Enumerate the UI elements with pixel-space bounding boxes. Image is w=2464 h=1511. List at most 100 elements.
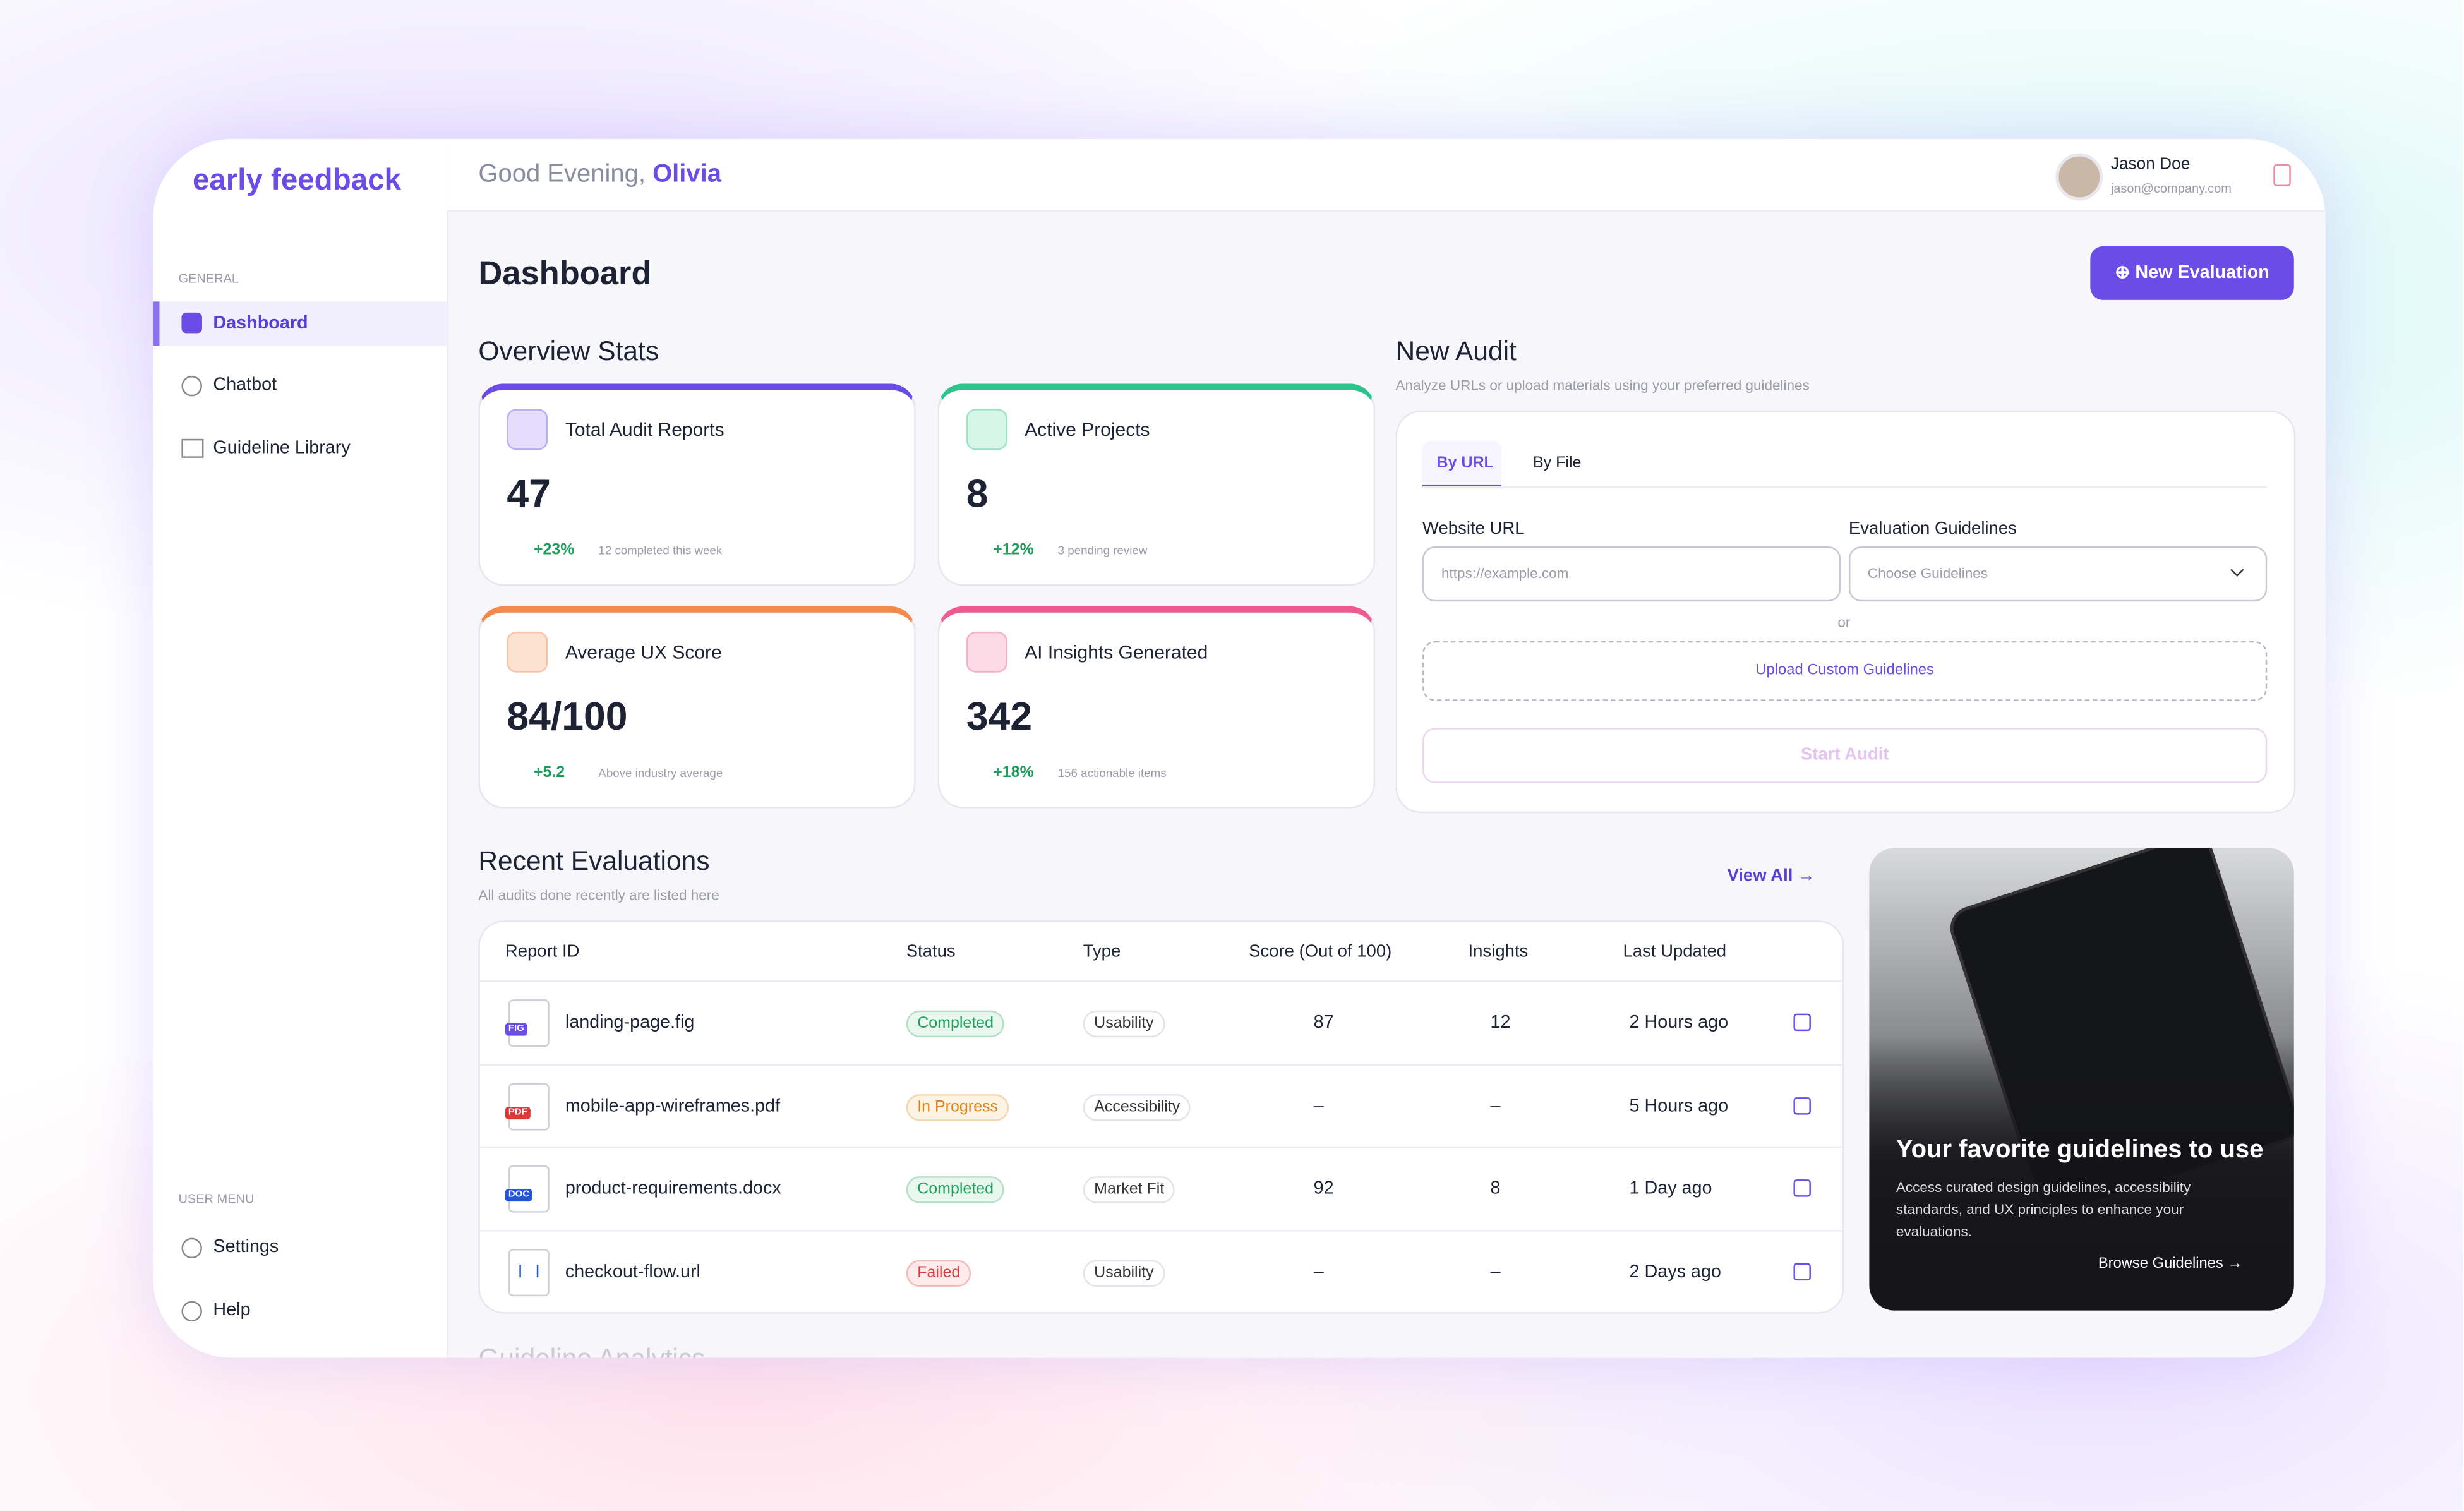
stat-icon [966, 631, 1007, 673]
button-label: New Evaluation [2135, 263, 2269, 283]
user-first-name: Olivia [652, 160, 721, 188]
column-header: Last Updated [1623, 942, 1727, 962]
promo-link[interactable]: Browse Guidelines → [2098, 1255, 2243, 1273]
upload-button[interactable]: Upload Custom Guidelines [1422, 641, 2268, 701]
start-audit-button[interactable]: Start Audit [1422, 728, 2268, 783]
avatar[interactable] [2055, 153, 2103, 201]
tab[interactable]: By URL [1436, 454, 1494, 473]
type-badge: Accessibility [1083, 1093, 1191, 1121]
column-header: Type [1083, 942, 1121, 962]
column-header: Status [906, 942, 956, 962]
field-label: Website URL [1422, 519, 1525, 539]
report-id: product-requirements.docx [565, 1179, 781, 1199]
last-updated: 5 Hours ago [1629, 1096, 1729, 1116]
placeholder: Choose Guidelines [1867, 565, 1988, 581]
open-icon[interactable] [1793, 1262, 1811, 1280]
stat-card: AI Insights Generated 342 +18% 156 actionab… [937, 606, 1376, 809]
table-row[interactable]: DOC product-requirements.docx Completed Mar… [479, 1146, 1842, 1230]
nav-item[interactable]: Chatbot [213, 375, 277, 395]
evaluations-table: Report ID Status Type Score (Out of 100) Ins… [478, 920, 1844, 1314]
column-header: Report ID [505, 942, 580, 962]
insights: 12 [1490, 1013, 1511, 1033]
nav-icon [181, 438, 204, 458]
stat-icon [966, 409, 1007, 450]
nav-icon [181, 1237, 202, 1259]
stat-change: +5.2 [533, 764, 565, 782]
stat-card: Active Projects 8 +12% 3 pending review [937, 383, 1376, 586]
report-id: mobile-app-wireframes.pdf [565, 1096, 781, 1116]
section-title: Recent Evaluations [478, 846, 710, 877]
report-id: landing-page.fig [565, 1013, 695, 1033]
file-tag: DOC [505, 1189, 533, 1202]
type-badge: Usability [1083, 1259, 1165, 1286]
user-email: jason@company.com [2110, 181, 2232, 196]
page-title: Dashboard [478, 255, 652, 292]
column-header: Insights [1468, 942, 1529, 962]
file-icon: PDF [505, 1082, 550, 1130]
new-audit-panel: By URL By File Website URL https://examp… [1395, 410, 2296, 814]
open-icon[interactable] [1793, 1096, 1811, 1114]
promo-title: Your favorite guidelines to use [1896, 1136, 2264, 1164]
overlay [1869, 1037, 2294, 1311]
insights: 8 [1490, 1179, 1501, 1199]
stat-note: Above industry average [598, 766, 723, 780]
open-icon[interactable] [1793, 1179, 1811, 1197]
stat-value: 8 [966, 472, 989, 517]
stat-note: 3 pending review [1057, 543, 1148, 558]
status-badge: Failed [906, 1259, 971, 1286]
nav-item[interactable]: Dashboard [213, 314, 308, 334]
active-nav[interactable] [153, 301, 447, 346]
greeting-text: Good Evening, [478, 160, 646, 188]
app-window: early feedback GENERAL Dashboard Chatbot… [153, 138, 2326, 1358]
score: 87 [1313, 1013, 1334, 1033]
or-text: or [1837, 614, 1851, 630]
section-label: USER MENU [178, 1192, 255, 1207]
logout-icon[interactable] [2273, 164, 2291, 186]
stat-note: 12 completed this week [598, 543, 723, 558]
link-label: Browse Guidelines [2098, 1255, 2223, 1273]
stat-note: 156 actionable items [1057, 766, 1167, 780]
nav-item[interactable]: Guideline Library [213, 438, 351, 458]
type-badge: Usability [1083, 1010, 1165, 1038]
placeholder: https://example.com [1441, 565, 1569, 581]
stat-label: Active Projects [1025, 418, 1150, 441]
nav-item[interactable]: Settings [213, 1237, 279, 1257]
stat-label: AI Insights Generated [1025, 641, 1208, 663]
file-tag: PDF [505, 1105, 531, 1119]
stat-icon [507, 631, 548, 673]
nav-item[interactable]: Help [213, 1301, 251, 1320]
last-updated: 1 Day ago [1629, 1179, 1712, 1199]
greeting: Good Evening, Olivia [478, 161, 721, 190]
new-evaluation-button[interactable]: ⊕ New Evaluation [2090, 246, 2294, 300]
file-tag: FIG [505, 1023, 527, 1036]
section-subtitle: Analyze URLs or upload materials using y… [1395, 377, 1810, 394]
sidebar: early feedback GENERAL Dashboard Chatbot… [153, 138, 448, 1358]
tab[interactable]: By File [1533, 454, 1582, 473]
field-label: Evaluation Guidelines [1848, 519, 2017, 539]
nav-icon [181, 312, 202, 334]
stat-card: Average UX Score 84/100 +5.2 Above industry… [478, 606, 916, 809]
file-icon: DOC [505, 1165, 550, 1213]
open-icon[interactable] [1793, 1013, 1811, 1032]
user-name: Jason Doe [2110, 154, 2191, 174]
section-subtitle: All audits done recently are listed here [478, 887, 719, 903]
score: – [1313, 1096, 1324, 1116]
view-all-link[interactable]: View All → [1727, 867, 1815, 886]
guidelines-select[interactable] [1848, 546, 2268, 602]
insights: – [1490, 1262, 1501, 1282]
table-row[interactable]: PDF mobile-app-wireframes.pdf In Progress A… [479, 1063, 1842, 1147]
stat-change: +23% [533, 541, 575, 559]
nav-icon [181, 375, 202, 397]
score: 92 [1313, 1179, 1334, 1199]
logo[interactable]: early feedback [192, 164, 401, 198]
status-badge: Completed [906, 1010, 1005, 1038]
start-label: Start Audit [1800, 745, 1889, 764]
report-id: checkout-flow.url [565, 1262, 700, 1282]
section-label: GENERAL [178, 271, 239, 286]
table-row[interactable]: FIG landing-page.fig Completed Usability 87 1… [479, 980, 1842, 1064]
stat-label: Total Audit Reports [565, 418, 724, 441]
table-row[interactable]: checkout-flow.url Failed Usability – – 2 Days… [479, 1229, 1842, 1312]
url-input[interactable] [1422, 546, 1841, 602]
